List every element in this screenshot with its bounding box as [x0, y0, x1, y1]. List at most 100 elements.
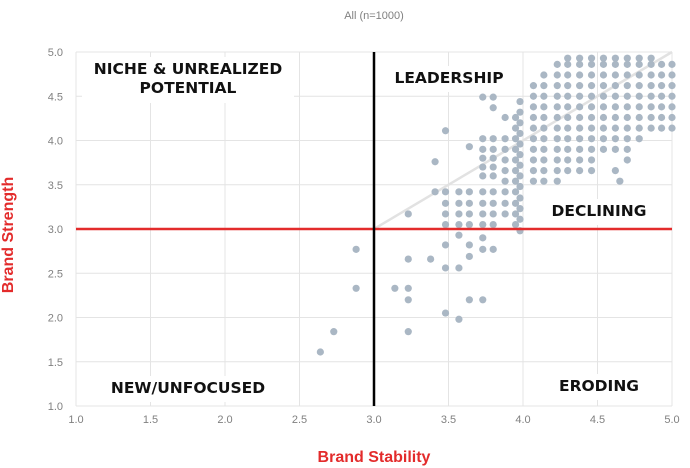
data-point	[540, 166, 548, 175]
data-point	[611, 92, 619, 100]
data-point	[516, 129, 524, 138]
x-tick-label: 4.5	[590, 414, 605, 426]
data-point	[516, 194, 524, 202]
data-point	[501, 156, 509, 164]
quadrant-label: ERODING	[559, 377, 639, 395]
data-point	[623, 54, 631, 62]
data-point	[587, 124, 596, 132]
data-point	[647, 124, 655, 132]
data-point	[553, 177, 561, 185]
data-point	[599, 54, 608, 62]
data-point	[553, 113, 561, 122]
data-point	[516, 108, 524, 116]
data-point	[455, 210, 463, 218]
data-point	[529, 166, 538, 175]
data-point	[553, 124, 561, 132]
data-point	[635, 71, 643, 79]
data-point	[668, 82, 676, 90]
data-point	[599, 113, 608, 122]
data-point	[576, 135, 584, 143]
quadrant-label-backdrop	[543, 199, 655, 225]
data-point	[479, 210, 487, 218]
x-tick-label: 3.5	[441, 414, 456, 426]
data-point	[657, 92, 666, 100]
data-point	[623, 60, 631, 68]
data-point	[611, 54, 619, 62]
data-point	[516, 140, 524, 148]
data-point	[529, 156, 538, 164]
data-point	[529, 135, 538, 143]
data-point	[657, 103, 666, 111]
chart-subtitle: All (n=1000)	[344, 10, 404, 22]
data-point	[623, 92, 631, 100]
data-point	[540, 124, 548, 132]
x-tick-label: 1.5	[143, 414, 158, 426]
data-point	[647, 92, 655, 100]
data-point	[391, 284, 399, 292]
data-point	[553, 166, 561, 175]
data-point	[599, 103, 608, 111]
data-point	[668, 92, 676, 100]
data-point	[489, 245, 497, 253]
data-point	[540, 145, 548, 153]
data-point	[587, 145, 596, 153]
data-point	[455, 188, 463, 196]
data-point	[599, 145, 608, 153]
data-point	[576, 156, 584, 164]
data-point	[489, 154, 497, 162]
data-point	[540, 92, 548, 100]
data-point	[529, 124, 538, 132]
data-point	[587, 82, 596, 90]
data-point	[511, 166, 520, 175]
data-point	[553, 82, 561, 90]
data-point	[540, 113, 548, 122]
data-point	[501, 210, 509, 218]
data-point	[516, 97, 524, 106]
data-point	[576, 82, 584, 90]
data-point	[441, 210, 450, 218]
data-point	[441, 309, 450, 317]
x-tick-label: 5.0	[664, 414, 679, 426]
data-point	[511, 124, 520, 132]
data-point	[635, 54, 643, 62]
x-tick-label: 1.0	[68, 414, 83, 426]
data-point	[489, 104, 497, 112]
data-point	[564, 166, 572, 175]
x-tick-label: 3.0	[366, 414, 381, 426]
data-point	[576, 124, 584, 132]
data-point	[611, 166, 619, 175]
data-point	[540, 177, 548, 185]
data-point	[529, 103, 538, 111]
data-point	[587, 92, 596, 100]
data-point	[479, 172, 487, 180]
data-point	[553, 71, 561, 79]
data-point	[404, 210, 412, 218]
data-point	[599, 124, 608, 132]
data-point	[564, 156, 572, 164]
data-point	[489, 93, 497, 101]
data-point	[511, 220, 520, 229]
y-tick-label: 3.0	[48, 224, 63, 236]
data-point	[516, 182, 524, 191]
data-point	[511, 135, 520, 143]
data-point	[576, 113, 584, 122]
data-point	[511, 199, 520, 207]
data-point	[576, 103, 584, 111]
data-point	[540, 82, 548, 90]
data-point	[465, 296, 473, 304]
data-point	[553, 145, 561, 153]
data-point	[553, 135, 561, 143]
data-point	[564, 113, 572, 122]
data-point	[576, 60, 584, 68]
x-tick-label: 4.0	[515, 414, 530, 426]
data-point	[352, 284, 360, 292]
quadrant-label: LEADERSHIP	[394, 69, 503, 87]
data-point	[611, 60, 619, 68]
data-point	[611, 124, 619, 132]
y-tick-label: 2.5	[48, 268, 63, 280]
data-point	[465, 252, 473, 261]
data-point	[511, 188, 520, 196]
data-point	[635, 103, 643, 111]
data-point	[668, 103, 676, 111]
